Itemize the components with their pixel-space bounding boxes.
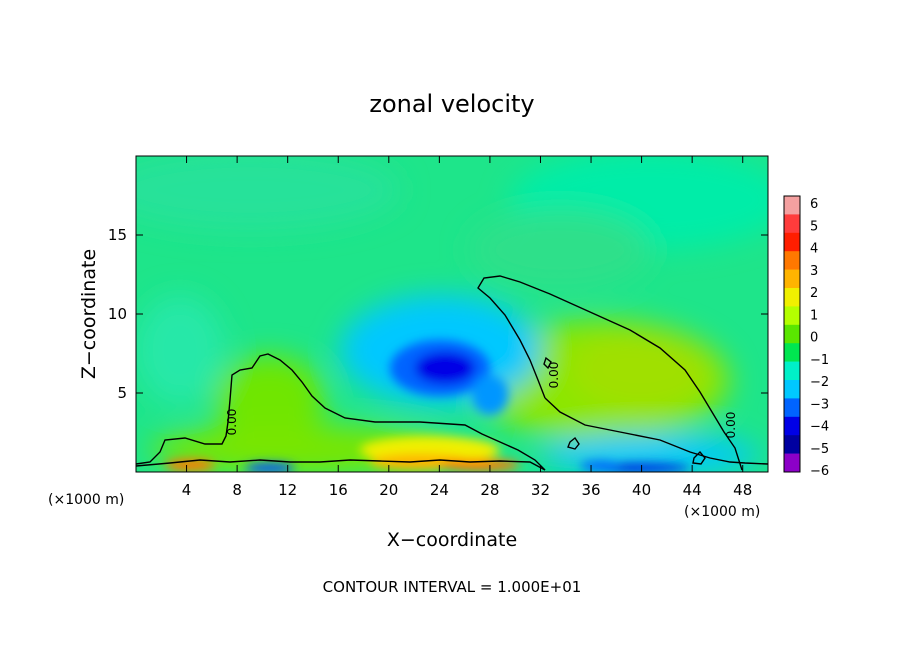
colorbar-tick-label: −1 bbox=[810, 353, 829, 368]
contour-interval-note: CONTOUR INTERVAL = 1.000E+01 bbox=[323, 578, 582, 596]
colorbar-tick-label: 2 bbox=[810, 286, 818, 301]
contour-loop-small-2 bbox=[692, 450, 706, 465]
colorbar-frame bbox=[783, 195, 801, 473]
colorbar-tick-label: 4 bbox=[810, 242, 818, 257]
velocity-field bbox=[136, 156, 768, 472]
contour-line-left bbox=[136, 353, 546, 471]
colorbar-tick-label: 1 bbox=[810, 308, 818, 323]
x-tick-label: 16 bbox=[329, 481, 348, 499]
contour-label-right: 0.00 bbox=[724, 412, 738, 439]
colorbar: 6 5 4 3 2 1 0 −1 −2 −3 −4 −5 −6 bbox=[783, 195, 829, 479]
chart-title: zonal velocity bbox=[369, 90, 534, 118]
contour-loop-small-3 bbox=[543, 356, 552, 370]
colorbar-tick-label: 3 bbox=[810, 264, 818, 279]
x-axis: 4 8 12 16 20 24 28 32 36 40 44 48 bbox=[182, 156, 752, 499]
colorbar-swatch bbox=[784, 269, 800, 289]
x-tick-label: 48 bbox=[733, 481, 752, 499]
contour-line-surface bbox=[136, 459, 546, 471]
colorbar-tick-label: −2 bbox=[810, 375, 829, 390]
y-tick-label: 15 bbox=[108, 226, 127, 244]
colorbar-tick-label: 0 bbox=[810, 331, 818, 346]
colorbar-swatch bbox=[784, 380, 800, 399]
colorbar-tick-label: −3 bbox=[810, 397, 829, 412]
colorbar-swatch bbox=[784, 343, 800, 362]
colorbar-swatch bbox=[784, 214, 800, 234]
x-tick-label: 28 bbox=[480, 481, 499, 499]
colorbar-swatch bbox=[784, 416, 800, 436]
colorbar-tick-label: 6 bbox=[810, 197, 818, 212]
y-axis-title: Z−coordinate bbox=[78, 249, 100, 379]
colorbar-swatch bbox=[784, 435, 800, 454]
x-tick-label: 44 bbox=[683, 481, 702, 499]
colorbar-tick-label: 5 bbox=[810, 219, 818, 234]
contour-label-mid: 0.00 bbox=[547, 362, 561, 389]
x-tick-label: 8 bbox=[232, 481, 242, 499]
colorbar-swatch bbox=[784, 398, 800, 418]
y-axis: 5 10 15 bbox=[108, 226, 768, 402]
colorbar-swatch bbox=[784, 251, 800, 270]
x-tick-label: 4 bbox=[182, 481, 192, 499]
x-tick-label: 24 bbox=[430, 481, 449, 499]
x-tick-label: 32 bbox=[531, 481, 550, 499]
x-tick-label: 36 bbox=[581, 481, 600, 499]
colorbar-tick-label: −4 bbox=[810, 420, 829, 435]
contour-loop-small-1 bbox=[567, 436, 580, 450]
x-axis-title: X−coordinate bbox=[387, 529, 517, 551]
colorbar-tick-label: −6 bbox=[810, 464, 829, 479]
colorbar-swatch bbox=[784, 196, 800, 215]
colorbar-swatch bbox=[784, 306, 800, 326]
y-tick-label: 10 bbox=[108, 305, 127, 323]
colorbar-swatch bbox=[784, 324, 800, 344]
colorbar-swatch bbox=[784, 361, 800, 381]
x-tick-label: 40 bbox=[632, 481, 651, 499]
x-tick-label: 20 bbox=[379, 481, 398, 499]
y-tick-label: 5 bbox=[117, 384, 127, 402]
colorbar-swatch bbox=[784, 453, 800, 473]
contour-label-left: 0.00 bbox=[225, 409, 239, 436]
colorbar-tick-label: −5 bbox=[810, 442, 829, 457]
x-tick-label: 12 bbox=[278, 481, 297, 499]
x-unit-label-right: (×1000 m) bbox=[684, 504, 760, 520]
zero-contour-lines bbox=[136, 275, 768, 471]
contour-line-right bbox=[477, 275, 743, 471]
colorbar-swatch bbox=[784, 232, 800, 252]
x-unit-label-left: (×1000 m) bbox=[48, 492, 124, 508]
colorbar-swatch bbox=[784, 288, 800, 307]
contour-line-right-lower bbox=[544, 397, 768, 465]
